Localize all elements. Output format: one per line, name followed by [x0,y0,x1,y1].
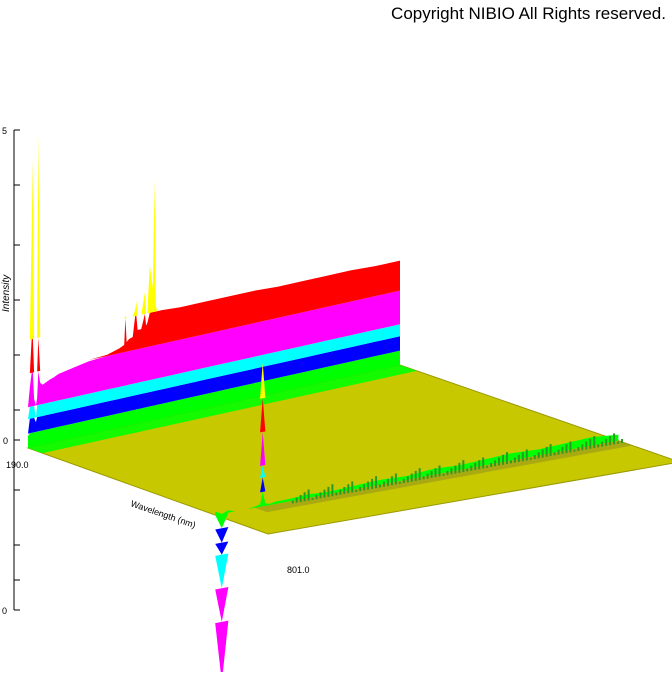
back-spectrum-band [28,260,400,374]
copyright-text: Copyright NIBIO All Rights reserved. [391,4,666,23]
y-tick-label: 5 [2,126,7,136]
back-spectrum-band [28,290,400,408]
back-spectrum-band [28,350,400,448]
x-tick-label-start: 190.0 [6,460,29,470]
y-tick-label: 0 [2,606,7,616]
front-spectrum-negative-band [215,548,619,677]
y-axis-label: Intensity [1,274,12,312]
back-spectrum-skirt [28,365,417,454]
back-spectrum-band [28,336,400,434]
floor-shadow [254,440,633,513]
front-spectrum-band [215,434,619,516]
back-spectrum-band [28,324,400,420]
y-tick-label: 0 [3,436,8,446]
y-axis: 5 0 0 [2,126,20,616]
x-tick-label-end: 801.0 [287,565,310,575]
series-group [28,133,624,677]
